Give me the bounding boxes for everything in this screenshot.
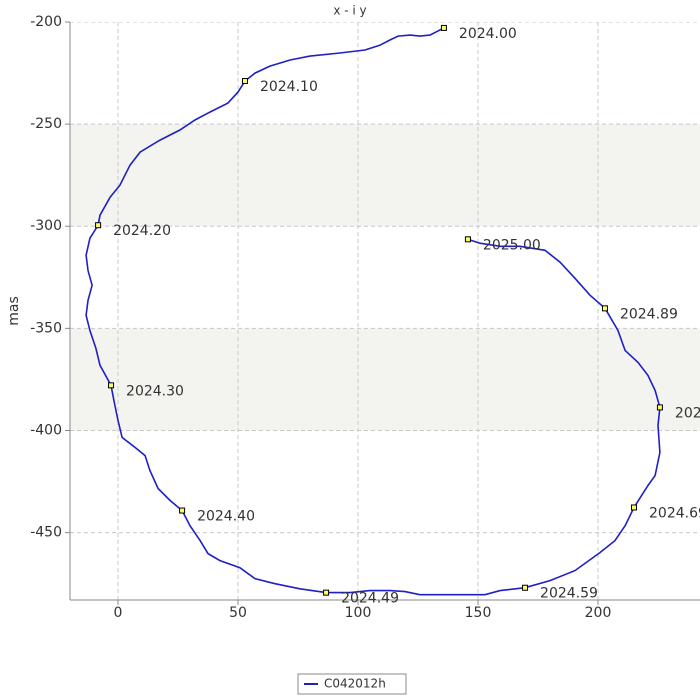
y-tick-label: -250 [30, 116, 62, 132]
x-tick-label: 0 [114, 605, 123, 621]
point-label: 2024.10 [260, 79, 318, 95]
legend-label: C042012h [324, 677, 386, 691]
x-tick-label: 150 [465, 605, 492, 621]
point-label: 2024.30 [126, 383, 184, 399]
point-marker [631, 504, 637, 511]
grid-band [70, 124, 700, 227]
point-marker [522, 584, 529, 591]
y-axis-label: mas [6, 296, 22, 326]
y-tick-label: -400 [30, 422, 62, 438]
point-label: 2024.49 [341, 591, 399, 607]
point-marker [241, 78, 248, 85]
y-tick-label: -300 [30, 218, 62, 234]
point-marker [179, 507, 186, 514]
series-line [85, 27, 661, 596]
point-label: 2024.89 [620, 306, 678, 322]
plot-area [70, 22, 700, 600]
point-label: 2024.00 [459, 26, 517, 42]
x-tick-label: 50 [229, 605, 247, 621]
point-label: 2024.69 [649, 505, 700, 521]
point-marker [656, 404, 663, 411]
point-marker [464, 236, 471, 243]
point-label: 2024.79 [675, 405, 700, 421]
point-marker [323, 589, 330, 596]
y-tick-label: -350 [30, 320, 62, 336]
point-marker [108, 382, 115, 389]
point-label: 2024.59 [540, 586, 598, 602]
point-label: 2024.40 [197, 509, 255, 525]
point-marker [601, 305, 608, 312]
y-tick-label: -450 [30, 525, 62, 541]
x-tick-label: 200 [585, 605, 612, 621]
point-label: 2024.20 [113, 223, 171, 239]
point-marker [95, 222, 102, 229]
grid-band [70, 328, 700, 431]
point-label: 2025.00 [483, 237, 541, 253]
legend: C042012h [297, 673, 407, 695]
legend-box [297, 673, 407, 695]
point-marker [440, 24, 447, 31]
y-tick-label: -200 [30, 14, 62, 30]
chart-title: x - i y [333, 4, 366, 18]
x-tick-label: 100 [345, 605, 372, 621]
